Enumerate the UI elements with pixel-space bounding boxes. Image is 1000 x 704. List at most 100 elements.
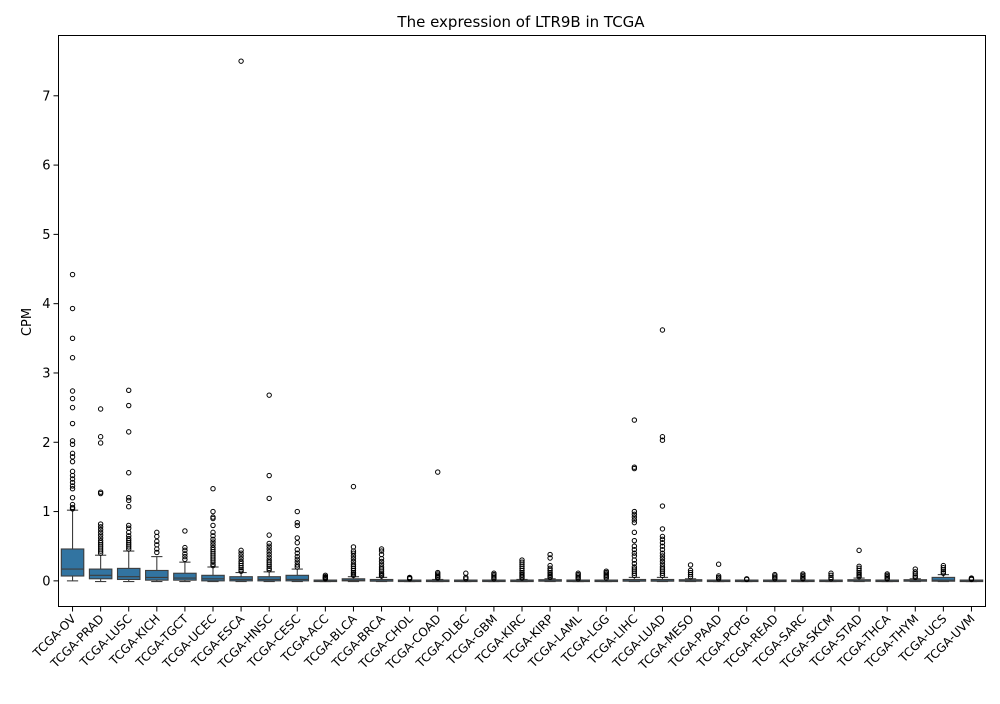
outlier-point — [631, 572, 638, 579]
outlier-point — [69, 483, 76, 489]
y-tick-label: 7 — [42, 89, 50, 104]
outlier-point — [322, 576, 329, 582]
outlier-point — [631, 570, 638, 576]
outlier-point — [294, 553, 300, 560]
y-tick-label: 4 — [42, 297, 50, 312]
outlier-point — [294, 508, 300, 515]
outlier-point — [350, 550, 357, 556]
outlier-point — [126, 402, 132, 409]
outlier-point — [126, 544, 132, 550]
outlier-point — [715, 576, 722, 582]
outlier-point — [491, 576, 497, 582]
outlier-point — [631, 557, 638, 563]
outlier-point — [378, 548, 385, 554]
outlier-point — [238, 564, 244, 571]
outlier-point — [238, 553, 244, 559]
outlier-point — [182, 528, 188, 534]
outlier-point — [659, 543, 666, 549]
outlier-point — [69, 495, 76, 501]
outlier-point — [126, 495, 132, 501]
outlier-point — [97, 550, 104, 556]
outlier-point — [294, 556, 300, 563]
outlier-point — [659, 572, 666, 579]
outlier-point — [266, 543, 272, 549]
outlier-point — [266, 532, 272, 538]
outlier-point — [659, 550, 666, 556]
outlier-point — [631, 529, 638, 536]
outlier-point — [182, 547, 188, 554]
outlier-point — [126, 497, 132, 504]
outlier-point — [631, 514, 638, 520]
outlier-point — [547, 574, 553, 581]
y-tick-label: 5 — [42, 228, 50, 243]
outlier-point — [659, 540, 666, 546]
outlier-point — [266, 563, 272, 570]
outlier-point — [800, 576, 806, 582]
outlier-point — [631, 546, 638, 553]
outlier-point — [350, 572, 357, 579]
outlier-point — [69, 271, 76, 278]
outlier-point — [659, 555, 666, 562]
box — [257, 576, 281, 582]
outlier-point — [575, 576, 581, 582]
outlier-point — [659, 553, 666, 559]
outlier-point — [631, 560, 638, 567]
outlier-point — [126, 546, 132, 552]
outlier-point — [238, 547, 244, 554]
outlier-point — [210, 485, 216, 492]
outlier-point — [631, 465, 638, 472]
outlier-point — [687, 574, 694, 580]
box — [285, 574, 310, 582]
outlier-point — [238, 550, 244, 556]
outlier-point — [69, 355, 76, 361]
y-tick-label: 3 — [42, 366, 50, 381]
outlier-point — [266, 495, 272, 502]
outlier-point — [659, 536, 666, 542]
outlier-point — [266, 540, 272, 547]
outlier-point — [266, 392, 272, 398]
outlier-point — [97, 532, 104, 538]
outlier-point — [631, 543, 638, 549]
outlier-point — [687, 562, 694, 568]
outlier-point — [350, 555, 357, 562]
y-tick-label: 6 — [42, 159, 50, 174]
outlier-point — [659, 570, 666, 576]
outlier-point — [210, 539, 216, 545]
outlier-point — [772, 576, 778, 582]
outlier-point — [69, 420, 76, 427]
outlier-point — [350, 483, 357, 490]
outlier-point — [294, 546, 300, 553]
outlier-point — [659, 546, 666, 553]
outlier-point — [350, 553, 357, 559]
outlier-point — [631, 417, 638, 423]
outlier-point — [631, 508, 638, 515]
outlier-point — [631, 517, 638, 523]
outlier-point — [659, 558, 666, 565]
outlier-point — [154, 538, 160, 545]
outlier-point — [547, 555, 553, 561]
outlier-point — [912, 571, 918, 577]
outlier-point — [828, 572, 834, 579]
outlier-point — [912, 574, 918, 581]
y-tick-label: 2 — [42, 436, 50, 451]
outlier-point — [210, 515, 216, 522]
outlier-point — [97, 521, 104, 527]
outlier-point — [940, 567, 947, 573]
outlier-point — [294, 564, 300, 570]
outlier-point — [463, 576, 469, 582]
outlier-point — [210, 536, 216, 542]
outlier-point — [154, 549, 160, 556]
outlier-point — [210, 529, 216, 536]
outlier-point — [69, 395, 76, 402]
outlier-point — [435, 469, 441, 475]
outlier-point — [659, 434, 666, 440]
outlier-point — [126, 504, 132, 510]
outlier-point — [97, 434, 104, 440]
outlier-point — [828, 576, 834, 582]
outlier-point — [378, 558, 385, 565]
outlier-point — [97, 548, 104, 554]
outlier-point — [294, 522, 300, 529]
outlier-point — [69, 476, 76, 482]
outlier-point — [744, 576, 750, 583]
outlier-point — [631, 511, 638, 518]
